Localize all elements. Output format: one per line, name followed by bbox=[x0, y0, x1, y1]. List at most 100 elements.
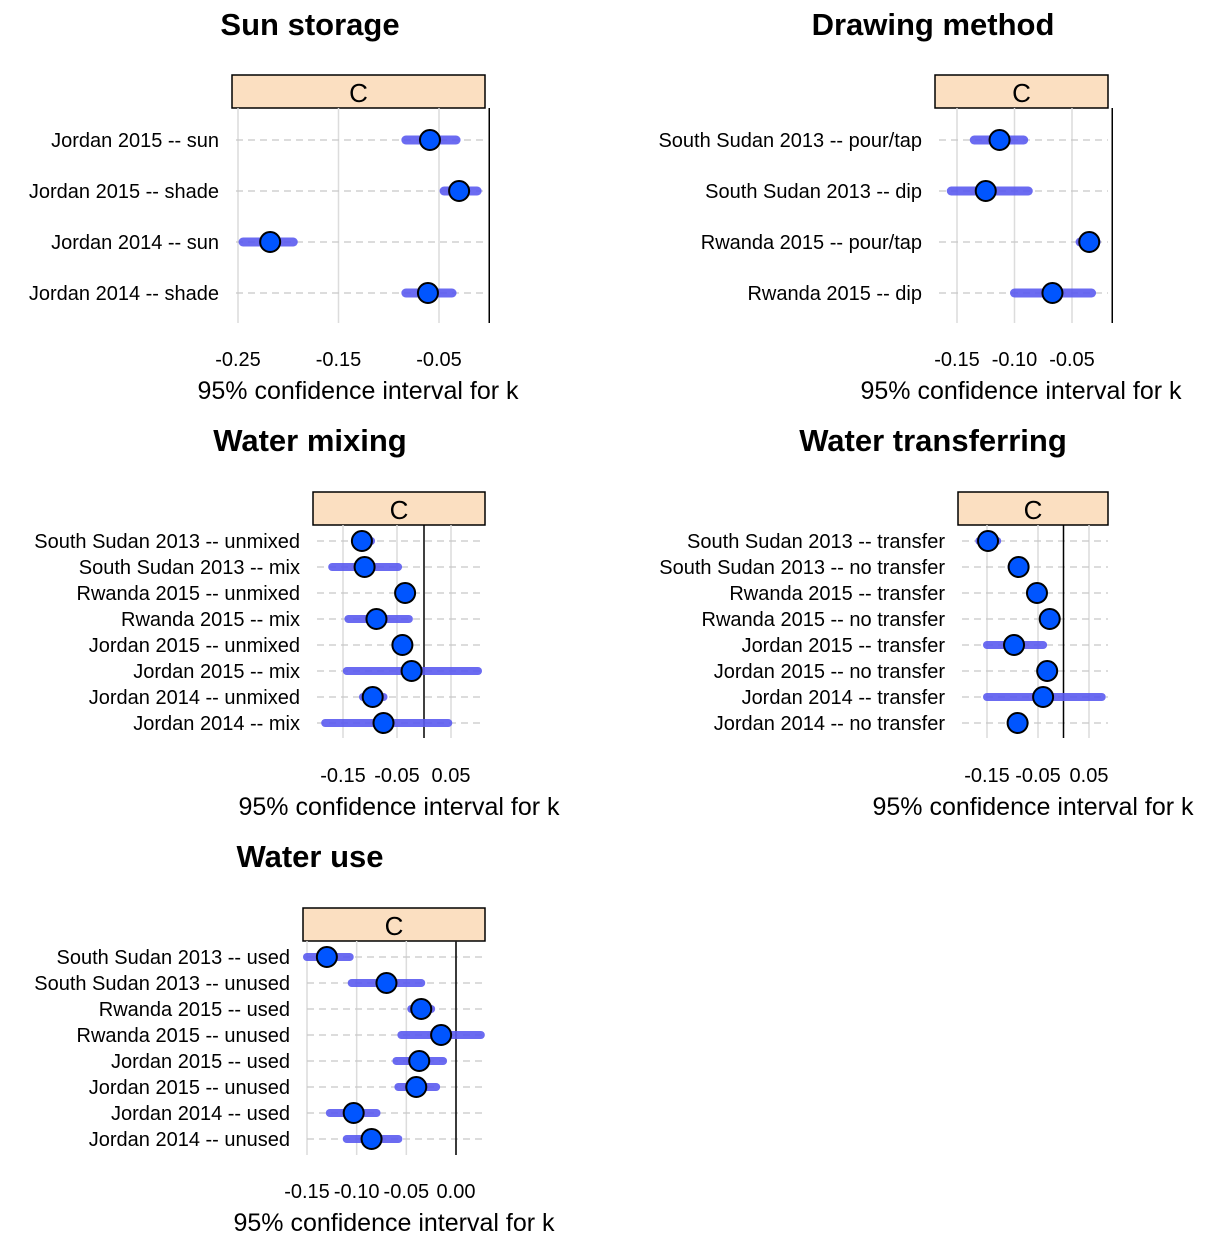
estimate-point bbox=[405, 1076, 428, 1098]
facet-strip-label: C bbox=[390, 495, 409, 525]
estimate-point bbox=[391, 634, 414, 656]
estimate-point bbox=[372, 712, 395, 734]
category-label: Rwanda 2015 -- unused bbox=[77, 1025, 290, 1047]
facet-strip-label: C bbox=[349, 78, 368, 108]
facet-strip-label: C bbox=[1012, 78, 1031, 108]
category-label: Jordan 2014 -- unused bbox=[89, 1129, 290, 1151]
facet-strip-label: C bbox=[1024, 495, 1043, 525]
estimate-point bbox=[974, 180, 997, 202]
estimate-point bbox=[1041, 282, 1064, 304]
category-label: Rwanda 2015 -- no transfer bbox=[702, 609, 946, 631]
category-label: Jordan 2014 -- used bbox=[111, 1103, 290, 1125]
x-axis-title: 95% confidence interval for k bbox=[197, 377, 519, 405]
estimate-point bbox=[259, 231, 282, 253]
x-tick-label: -0.15 bbox=[316, 349, 362, 371]
category-label: Jordan 2015 -- shade bbox=[29, 181, 219, 203]
category-label: Jordan 2015 -- sun bbox=[51, 130, 219, 152]
category-label: Jordan 2014 -- no transfer bbox=[714, 713, 946, 735]
x-axis-title: 95% confidence interval for k bbox=[872, 793, 1194, 821]
estimate-point bbox=[1038, 608, 1061, 630]
estimate-point bbox=[1036, 660, 1059, 682]
estimate-point bbox=[350, 530, 373, 552]
facet-strip bbox=[231, 74, 486, 109]
panel-title: Water transferring bbox=[799, 423, 1067, 458]
estimate-point bbox=[1032, 686, 1055, 708]
x-tick-label: -0.15 bbox=[934, 349, 980, 371]
x-tick-label: -0.10 bbox=[334, 1181, 380, 1203]
facet-strip bbox=[312, 491, 486, 526]
estimate-point bbox=[1003, 634, 1026, 656]
category-label: Rwanda 2015 -- transfer bbox=[729, 583, 945, 605]
estimate-point bbox=[448, 180, 471, 202]
panel-title: Water mixing bbox=[213, 423, 407, 458]
x-tick-label: -0.15 bbox=[320, 765, 366, 787]
category-label: South Sudan 2013 -- transfer bbox=[687, 531, 945, 553]
estimate-point bbox=[342, 1102, 365, 1124]
estimate-point bbox=[394, 582, 417, 604]
x-tick-label: -0.05 bbox=[374, 765, 420, 787]
panel-title: Water use bbox=[236, 839, 383, 874]
x-axis-title: 95% confidence interval for k bbox=[238, 793, 560, 821]
x-tick-label: -0.05 bbox=[384, 1181, 430, 1203]
x-tick-label: -0.05 bbox=[1049, 349, 1095, 371]
chart-panel-4: Water transferring C -0.15 -0.05 0.05 South S… bbox=[659, 423, 1194, 821]
category-label: Jordan 2014 -- sun bbox=[51, 232, 219, 254]
estimate-point bbox=[315, 946, 338, 968]
facet-strip bbox=[302, 907, 486, 942]
category-label: South Sudan 2013 -- used bbox=[56, 947, 290, 969]
category-label: Jordan 2015 -- used bbox=[111, 1051, 290, 1073]
chart-panel-1: Sun storage C -0.25 -0.15 -0.05 Jordan 2015 -… bbox=[29, 7, 519, 405]
category-label: Rwanda 2015 -- mix bbox=[121, 609, 300, 631]
estimate-point bbox=[360, 1128, 383, 1150]
estimate-point bbox=[410, 998, 433, 1020]
estimate-point bbox=[416, 282, 439, 304]
category-label: Jordan 2014 -- transfer bbox=[742, 687, 946, 709]
estimate-point bbox=[988, 129, 1011, 151]
x-axis-title: 95% confidence interval for k bbox=[860, 377, 1182, 405]
estimate-point bbox=[430, 1024, 453, 1046]
facet-strip-label: C bbox=[385, 911, 404, 941]
category-label: South Sudan 2013 -- mix bbox=[79, 557, 300, 579]
category-label: Jordan 2014 -- shade bbox=[29, 283, 219, 305]
category-label: South Sudan 2013 -- unused bbox=[34, 973, 290, 995]
facet-strip bbox=[957, 491, 1109, 526]
panel-title: Drawing method bbox=[812, 7, 1055, 42]
category-label: South Sudan 2013 -- unmixed bbox=[34, 531, 300, 553]
panel-title: Sun storage bbox=[220, 7, 399, 42]
estimate-point bbox=[365, 608, 388, 630]
x-tick-label: 0.05 bbox=[1070, 765, 1109, 787]
x-tick-label: -0.15 bbox=[964, 765, 1010, 787]
x-tick-label: -0.05 bbox=[1015, 765, 1061, 787]
estimate-point bbox=[1007, 556, 1030, 578]
x-tick-label: -0.25 bbox=[215, 349, 261, 371]
category-label: Jordan 2015 -- transfer bbox=[742, 635, 946, 657]
category-label: Jordan 2014 -- unmixed bbox=[89, 687, 300, 709]
chart-panel-3: Water mixing C -0.15 -0.05 0.05 South Sudan 2… bbox=[34, 423, 560, 821]
chart-panel-5: Water use C -0.15 -0.10 -0.05 0.00 South Sudan… bbox=[34, 839, 555, 1234]
category-label: South Sudan 2013 -- dip bbox=[705, 181, 922, 203]
estimate-point bbox=[353, 556, 376, 578]
category-label: South Sudan 2013 -- no transfer bbox=[659, 557, 945, 579]
category-label: Jordan 2015 -- unused bbox=[89, 1077, 290, 1099]
x-tick-label: -0.15 bbox=[284, 1181, 330, 1203]
x-tick-label: -0.05 bbox=[416, 349, 462, 371]
category-label: Rwanda 2015 -- dip bbox=[747, 283, 922, 305]
category-label: Jordan 2015 -- unmixed bbox=[89, 635, 300, 657]
x-tick-label: 0.05 bbox=[432, 765, 471, 787]
category-label: Jordan 2015 -- no transfer bbox=[714, 661, 946, 683]
category-label: Jordan 2015 -- mix bbox=[133, 661, 300, 683]
x-tick-label: -0.10 bbox=[992, 349, 1038, 371]
estimate-point bbox=[1025, 582, 1048, 604]
chart-panel-2: Drawing method C -0.15 -0.10 -0.05 South Suda… bbox=[658, 7, 1182, 405]
estimate-point bbox=[418, 129, 441, 151]
category-label: Rwanda 2015 -- pour/tap bbox=[701, 232, 922, 254]
facet-strip bbox=[934, 74, 1109, 109]
category-label: Rwanda 2015 -- used bbox=[99, 999, 290, 1021]
category-label: Rwanda 2015 -- unmixed bbox=[77, 583, 300, 605]
estimate-point bbox=[1078, 231, 1101, 253]
estimate-point bbox=[361, 686, 384, 708]
category-label: Jordan 2014 -- mix bbox=[133, 713, 300, 735]
estimate-point bbox=[408, 1050, 431, 1072]
estimate-point bbox=[977, 530, 1000, 552]
category-label: South Sudan 2013 -- pour/tap bbox=[658, 130, 922, 152]
